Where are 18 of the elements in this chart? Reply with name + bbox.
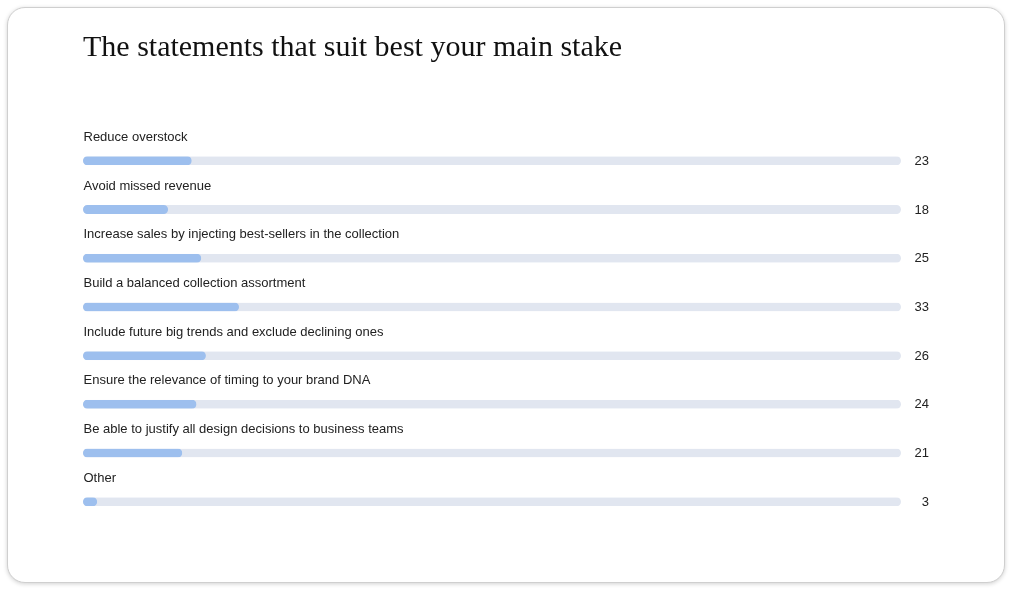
bar	[83, 205, 169, 215]
data-label: 18	[914, 201, 929, 217]
data-label: 33	[914, 298, 929, 314]
data-label: 24	[914, 396, 929, 412]
data-label: 3	[921, 493, 929, 509]
data-label: 25	[914, 250, 929, 266]
data-label: 26	[914, 347, 929, 363]
y-tick-label: Avoid missed revenue	[83, 177, 212, 193]
y-tick-label: Reduce overstock	[83, 128, 189, 144]
data-label: 23	[914, 152, 929, 168]
text: The statements that suit best your main stake	[83, 29, 623, 62]
y-tick-label: Ensure the relevance of timing to your brand DNA	[83, 372, 371, 388]
data-label: 21	[914, 445, 929, 461]
y-tick-label: Be able to justify all design decisions to business teams	[83, 421, 405, 437]
y-tick-label: Other	[83, 469, 117, 485]
y-tick-label: Increase sales by injecting best-sellers in the collection	[83, 226, 400, 242]
y-tick-label: Build a balanced collection assortment	[83, 274, 306, 290]
y-tick-label: Include future big trends and exclude declining ones	[83, 323, 384, 339]
